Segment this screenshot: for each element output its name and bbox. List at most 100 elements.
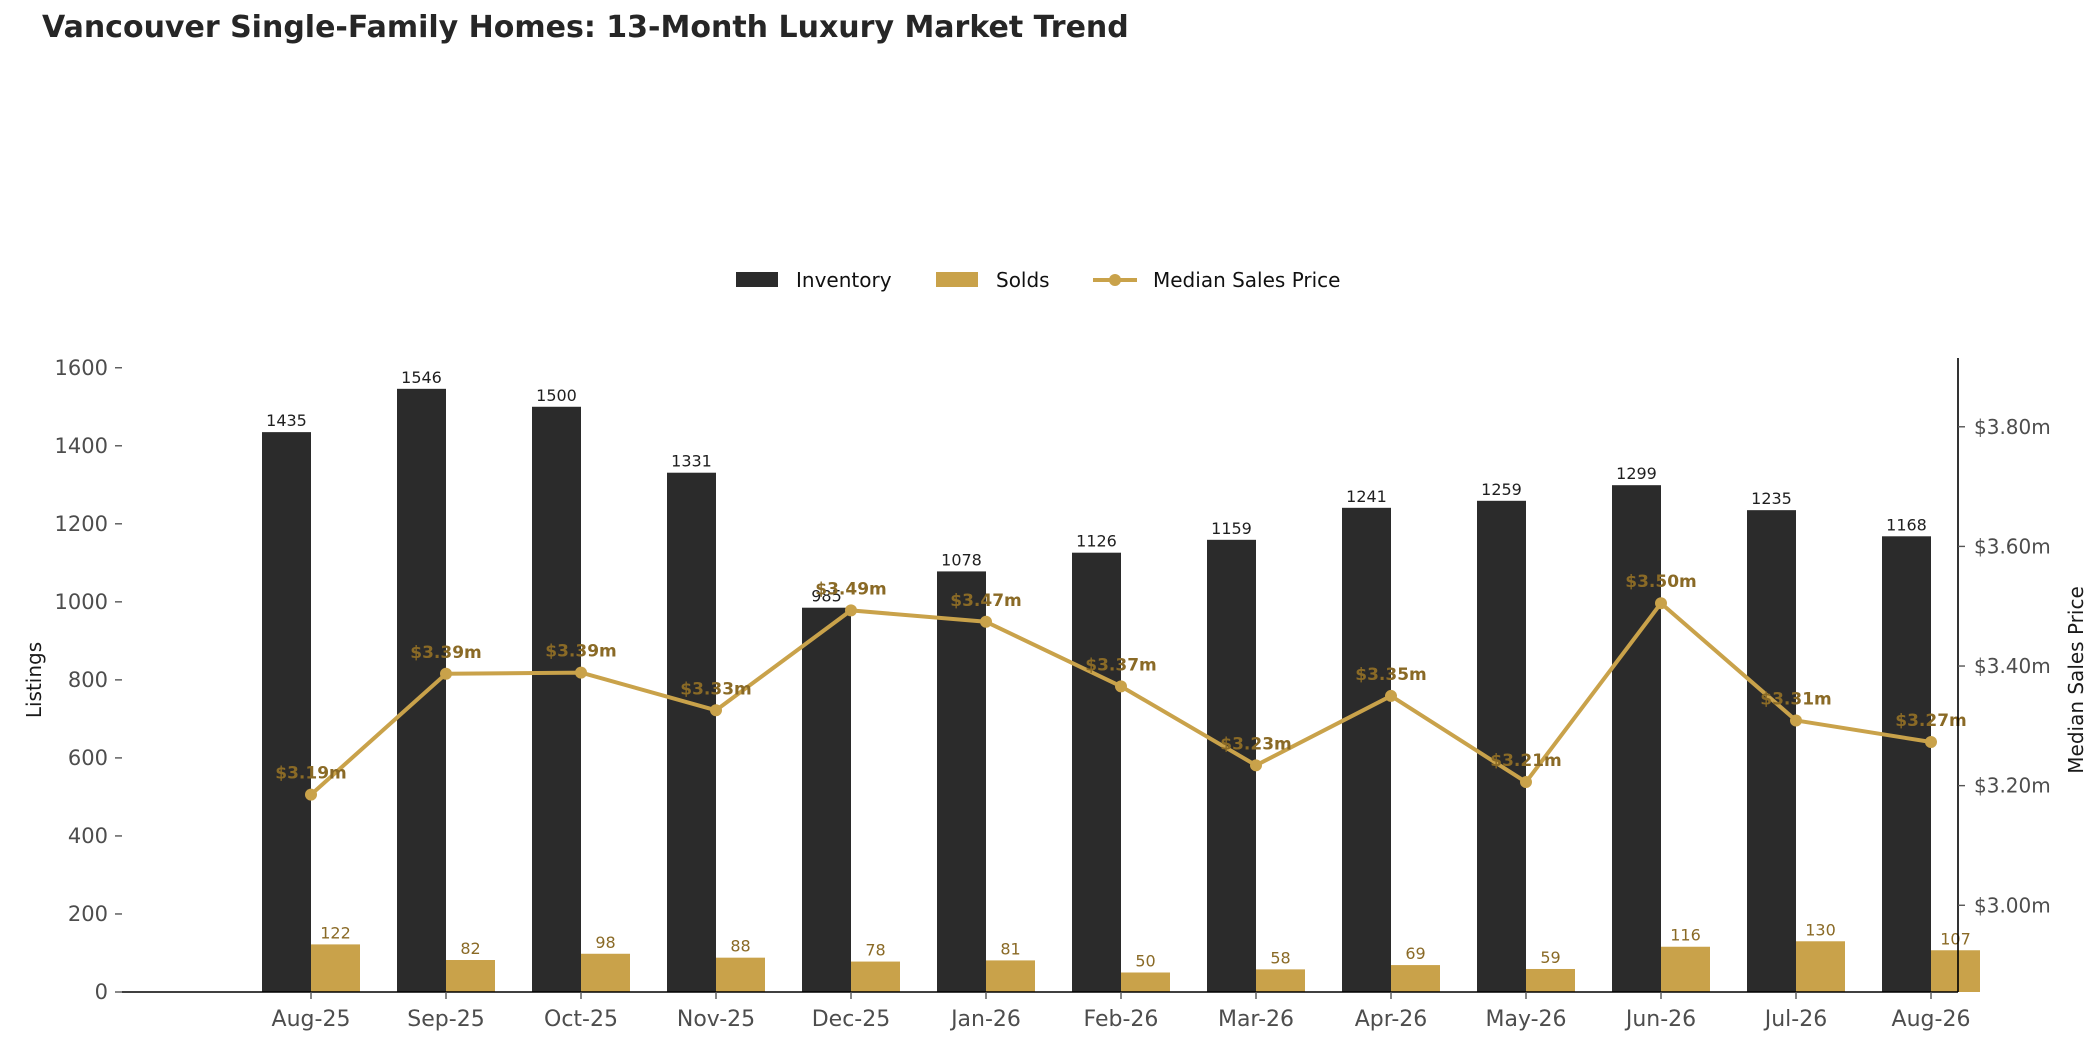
median-price-point [1655,597,1667,610]
inventory-bar [262,432,311,992]
solds-value-label: 107 [1940,929,1971,948]
y-tick-label: 1600 [55,356,108,380]
solds-value-label: 50 [1135,951,1155,970]
y2-tick-label: $3.80m [1974,415,2051,439]
y2-tick-label: $3.60m [1974,534,2051,558]
y2-tick-label: $3.40m [1974,654,2051,678]
chart-title: Vancouver Single-Family Homes: 13-Month … [42,10,1129,45]
inventory-value-label: 1159 [1211,519,1252,538]
median-price-label: $3.33m [680,679,752,699]
price-line-layer: $3.19m $3.39m $3.39m $3.33m $3.49m $3.47m $3.3… [275,572,1967,801]
y-tick-label: 1400 [55,434,108,458]
solds-bar [1526,968,1575,992]
inventory-bar [802,607,851,992]
median-price-label: $3.35m [1355,665,1427,685]
x-tick-label: Nov-25 [677,1007,755,1032]
median-price-label: $3.21m [1490,751,1562,771]
median-price-label: $3.47m [950,591,1022,611]
solds-value-label: 116 [1670,926,1701,945]
solds-value-label: 58 [1270,948,1290,967]
median-price-point [440,667,452,680]
median-price-label: $3.37m [1085,655,1157,675]
x-tick-label: Dec-25 [812,1007,891,1032]
solds-value-label: 88 [730,937,750,956]
inventory-bar [1747,510,1796,992]
legend-solds-label: Solds [996,268,1050,292]
x-tick-label: May-26 [1485,1007,1566,1032]
median-price-label: $3.39m [545,642,617,662]
solds-bar [1661,946,1710,992]
solds-value-label: 59 [1540,948,1560,967]
x-tick-label: Jan-26 [949,1007,1021,1032]
bars-layer: 1435 122 1546 82 1500 98 1331 88 985 78 1078 81 1126… [262,368,1980,993]
solds-value-label: 98 [595,933,615,952]
y-tick-label: 200 [68,902,108,926]
solds-value-label: 82 [460,939,480,958]
median-price-point [575,666,587,679]
y-tick-label: 400 [68,824,108,848]
inventory-value-label: 1126 [1076,532,1117,551]
legend-solds-swatch [936,272,978,287]
solds-value-label: 78 [865,941,885,960]
x-tick-label: Jun-26 [1624,1007,1696,1032]
y-tick-label: 0 [95,980,108,1004]
inventory-value-label: 1078 [941,550,982,569]
median-price-point [845,604,857,617]
solds-bar [581,953,630,992]
inventory-value-label: 1435 [266,411,307,430]
inventory-bar [1477,500,1526,992]
legend-price-label: Median Sales Price [1153,268,1340,292]
median-price-point [980,615,992,628]
median-price-label: $3.19m [275,764,347,784]
y2-tick-label: $3.20m [1974,774,2051,798]
median-price-point [1790,714,1802,727]
median-price-label: $3.39m [410,643,482,663]
solds-bar [1796,941,1845,992]
inventory-value-label: 1168 [1886,515,1927,534]
inventory-value-label: 1241 [1346,487,1387,506]
median-price-point [1115,680,1127,693]
solds-bar [1256,969,1305,992]
inventory-bar [397,388,446,992]
inventory-value-label: 1235 [1751,489,1792,508]
x-tick-label: Feb-26 [1084,1007,1159,1032]
x-tick-label: Aug-25 [272,1007,351,1032]
y2-axis-label: Median Sales Price [2064,586,2088,773]
inventory-value-label: 985 [811,587,842,606]
solds-bar [446,960,495,992]
solds-bar [716,957,765,992]
x-tick-label: Sep-25 [407,1007,484,1032]
median-price-label: $3.31m [1760,689,1832,709]
y-tick-label: 800 [68,668,108,692]
x-tick-label: Oct-25 [544,1007,618,1032]
inventory-bar [1072,552,1121,992]
median-price-label: $3.27m [1895,711,1967,731]
solds-value-label: 130 [1805,920,1836,939]
y2-tick-label: $3.00m [1974,893,2051,917]
median-price-point [1520,776,1532,789]
solds-bar [1121,972,1170,992]
median-price-point [1925,735,1937,748]
legend-price-marker [1109,274,1121,286]
inventory-bar [532,406,581,992]
median-price-label: $3.49m [815,579,887,599]
legend: Inventory Solds Median Sales Price [736,268,1340,292]
solds-value-label: 69 [1405,944,1425,963]
inventory-bar [667,472,716,993]
inventory-value-label: 1546 [401,368,442,387]
solds-value-label: 81 [1000,939,1020,958]
x-tick-label: Mar-26 [1218,1007,1294,1032]
median-price-point [1250,759,1262,772]
solds-bar [311,944,360,992]
y-tick-label: 1200 [55,512,108,536]
inventory-bar [1207,539,1256,992]
inventory-bar [1882,536,1931,992]
x-tick-label: Jul-26 [1763,1007,1827,1032]
median-price-label: $3.50m [1625,572,1697,592]
solds-value-label: 122 [320,923,351,942]
solds-bar [851,961,900,992]
median-price-point [710,704,722,717]
y-tick-label: 1000 [55,590,108,614]
median-price-point [305,788,317,801]
